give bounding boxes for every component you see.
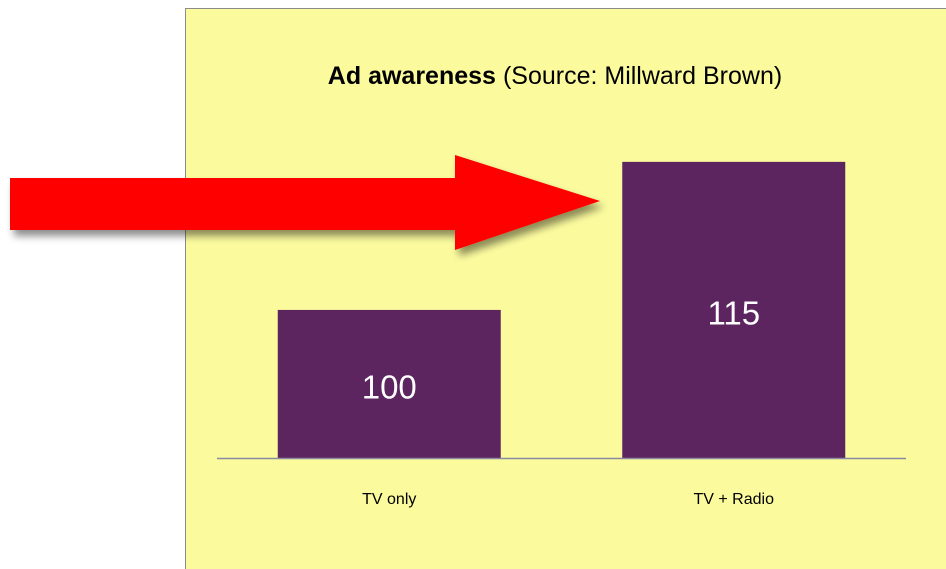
x-tick-label: TV + Radio: [694, 491, 775, 508]
data-label: 100: [362, 369, 417, 406]
chart-title: Ad awareness (Source: Millward Brown): [328, 62, 782, 90]
data-label: 115: [707, 295, 760, 332]
plot-area: TV only 100 TV + Radio 115: [277, 161, 846, 508]
x-tick-label: TV only: [362, 491, 416, 508]
bar: [622, 161, 846, 458]
subtitle: (Source: Millward Brown): [503, 62, 782, 90]
arrow: [10, 155, 600, 250]
title: Ad awareness: [328, 62, 496, 90]
bar: [277, 309, 501, 458]
